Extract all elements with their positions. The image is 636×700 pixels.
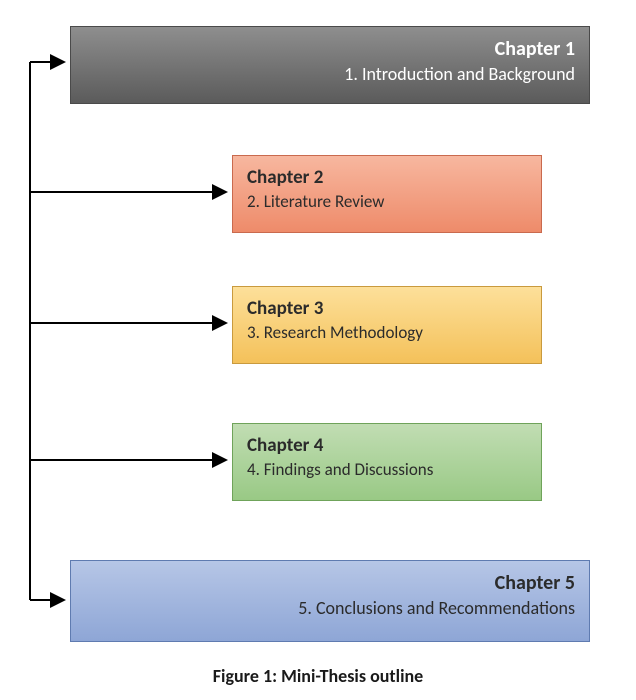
node-ch1: Chapter 11. Introduction and Background: [70, 26, 590, 104]
node-ch2: Chapter 22. Literature Review: [232, 155, 542, 233]
node-ch4: Chapter 44. Findings and Discussions: [232, 423, 542, 501]
node-ch5-subtitle: 5. Conclusions and Recommendations: [85, 597, 575, 619]
node-ch3-subtitle: 3. Research Methodology: [247, 322, 527, 343]
node-ch5-title: Chapter 5: [85, 571, 575, 595]
figure-caption: Figure 1: Mini-Thesis outline: [0, 665, 636, 687]
node-ch3-title: Chapter 3: [247, 297, 527, 320]
node-ch1-title: Chapter 1: [85, 37, 575, 61]
diagram-container: { "diagram": { "type": "flowchart", "cap…: [0, 0, 636, 700]
node-ch2-title: Chapter 2: [247, 166, 527, 189]
node-ch3: Chapter 33. Research Methodology: [232, 286, 542, 364]
node-ch2-subtitle: 2. Literature Review: [247, 191, 527, 212]
node-ch4-subtitle: 4. Findings and Discussions: [247, 459, 527, 480]
node-ch4-title: Chapter 4: [247, 434, 527, 457]
node-ch5: Chapter 55. Conclusions and Recommendati…: [70, 560, 590, 642]
node-ch1-subtitle: 1. Introduction and Background: [85, 63, 575, 85]
